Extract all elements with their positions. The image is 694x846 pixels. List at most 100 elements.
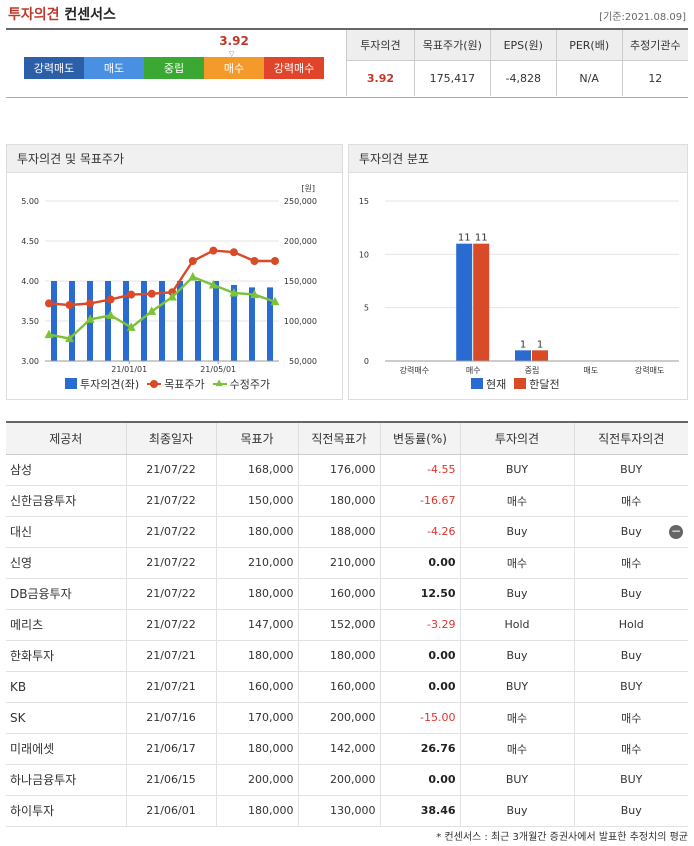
adjusted-price-point: [167, 292, 177, 301]
cell-prev-opinion: BUY: [573, 671, 688, 703]
opinion-bar: [267, 287, 273, 361]
summary-header: PER(배): [555, 30, 623, 61]
table-row: 하나금융투자 21/06/15 200,000 200,000 0.00 BUY BUY: [6, 764, 688, 796]
bar-value-label: 11: [475, 233, 488, 244]
target-price-point: [127, 290, 136, 299]
cell-prev-target: 142,000: [297, 733, 380, 765]
adjusted-price-point: [44, 329, 54, 339]
consensus-score: 3.92: [219, 34, 249, 48]
cell-opinion: BUY: [459, 764, 574, 796]
cell-change: 0.00: [379, 547, 460, 579]
cell-prev-target: 160,000: [297, 671, 380, 703]
target-price-point: [106, 295, 115, 304]
cell-date: 21/07/22: [125, 516, 216, 548]
y-tick: 5: [364, 304, 369, 313]
scale-neutral: 중립: [144, 57, 204, 79]
legend-item: ▲ 수정주가: [212, 376, 271, 392]
cell-prev-opinion: 매수: [573, 547, 688, 579]
adjusted-price-point: [188, 272, 198, 281]
cell-target: 180,000: [215, 795, 298, 827]
opinion-bar: [213, 281, 219, 361]
summary-institution-count: 12: [621, 60, 688, 96]
collapse-minus-icon[interactable]: −: [669, 524, 683, 539]
cell-provider: 한화투자: [6, 640, 126, 672]
legend-line-circle-icon: [147, 380, 162, 388]
cell-prev-opinion: Buy: [573, 640, 688, 672]
legend-item: 한달전: [514, 376, 560, 392]
adjusted-price-point: [85, 314, 95, 323]
footnote: * 컨센서스 : 최근 3개월간 증권사에서 발표한 추정치의 평균: [436, 832, 688, 843]
cell-change: 0.00: [379, 764, 460, 796]
cell-opinion: 매수: [459, 547, 574, 579]
cell-opinion: BUY: [459, 671, 574, 703]
cell-date: 21/07/16: [125, 702, 216, 734]
opinion-bar: [51, 281, 57, 361]
adjusted-price-point: [65, 333, 75, 343]
cell-provider: SK: [6, 702, 126, 734]
target-price-point: [45, 299, 53, 308]
y-tick: 15: [359, 197, 369, 206]
x-tick: 중립: [525, 366, 540, 375]
cell-provider: 하나금융투자: [6, 764, 126, 796]
legend-label: 투자의견(좌): [80, 378, 140, 391]
bar-value-label: 1: [537, 339, 543, 350]
cell-prev-target: 200,000: [297, 764, 380, 796]
y-left-tick: 3.50: [21, 317, 39, 326]
cell-prev-opinion: Hold: [573, 609, 688, 641]
cell-provider: KB: [6, 671, 126, 703]
summary-header: 추정기관수: [621, 30, 688, 61]
cell-opinion: BUY: [459, 454, 574, 486]
summary-target-price: 175,417: [413, 60, 491, 96]
cell-prev-opinion: BUY: [573, 454, 688, 486]
opinion-bar: [105, 281, 111, 361]
summary-header: 목표주가(원): [413, 30, 491, 61]
y-tick: 10: [359, 250, 369, 259]
cell-change: 12.50: [379, 578, 460, 610]
table-row: 미래에셋 21/06/17 180,000 142,000 26.76 매수 매수: [6, 733, 688, 765]
summary-eps: -4,828: [489, 60, 557, 96]
col-header: 목표가: [215, 421, 298, 455]
cell-change: -4.55: [379, 454, 460, 486]
cell-provider: 삼성: [6, 454, 126, 486]
cell-prev-target: 188,000: [297, 516, 380, 548]
cell-provider: 대신: [6, 516, 126, 548]
cell-change: -16.67: [379, 485, 460, 517]
cell-provider: 미래에셋: [6, 733, 126, 765]
table-row: 하이투자 21/06/01 180,000 130,000 38.46 Buy Buy: [6, 795, 688, 827]
chart2-legend: 현재 한달전: [471, 376, 560, 392]
y-tick: 0: [364, 357, 369, 366]
bar-value-label: 1: [520, 339, 526, 350]
title-part2: 컨센서스: [64, 7, 116, 23]
target-price-point: [250, 257, 259, 265]
cell-prev-target: 200,000: [297, 702, 380, 734]
cell-opinion: Buy: [459, 516, 574, 548]
legend-swatch-icon: [514, 378, 527, 389]
cell-prev-opinion: Buy: [573, 795, 688, 827]
y-right-tick: 100,000: [284, 317, 317, 326]
cell-prev-opinion: 매수: [573, 733, 688, 765]
table-row: 신영 21/07/22 210,000 210,000 0.00 매수 매수: [6, 547, 688, 579]
y-right-tick: 150,000: [284, 277, 317, 286]
legend-label: 현재: [486, 378, 507, 391]
col-header: 투자의견: [459, 421, 574, 455]
marker-triangle-icon: ▽: [229, 50, 235, 58]
target-price-point: [271, 257, 279, 265]
scale-buy: 매수: [204, 57, 264, 79]
cell-change: 26.76: [379, 733, 460, 765]
summary-header: 투자의견: [346, 30, 415, 61]
col-header: 최종일자: [125, 421, 216, 455]
scale-sell: 매도: [84, 57, 144, 79]
cell-target: 168,000: [215, 454, 298, 486]
title-part1: 투자의견: [8, 7, 60, 23]
panel-title: 투자의견 분포: [349, 145, 687, 173]
y-left-tick: 5.00: [21, 197, 39, 206]
panel-title: 투자의견 및 목표주가: [7, 145, 342, 173]
opinion-bar: [159, 281, 165, 361]
summary-per: N/A: [555, 60, 623, 96]
bar-value-label: 11: [458, 233, 471, 244]
target-price-point: [229, 248, 238, 257]
distribution-bar: [532, 350, 548, 361]
legend-label: 수정주가: [229, 378, 271, 391]
consensus-summary-table: 투자의견 목표주가(원) EPS(원) PER(배) 추정기관수 3.92 17…: [346, 30, 688, 96]
